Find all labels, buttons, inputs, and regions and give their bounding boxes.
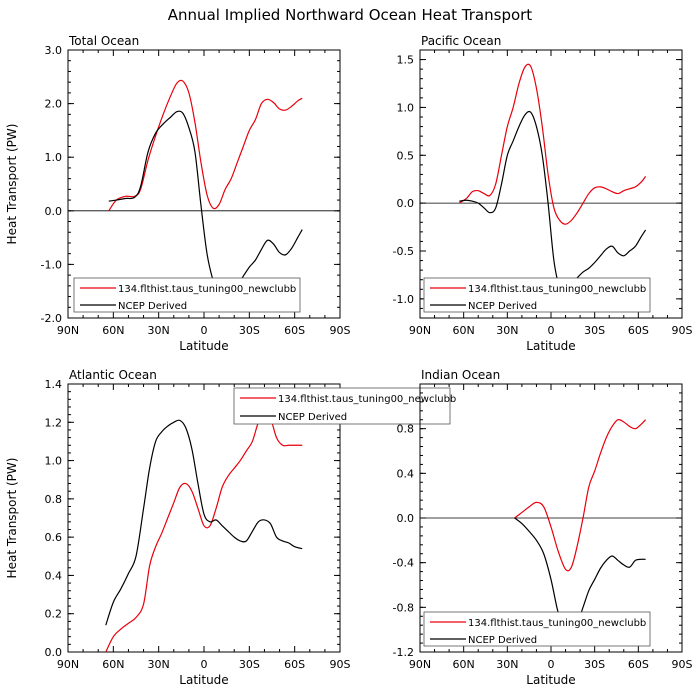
x-tick-label: 30N [496, 658, 518, 671]
x-tick-label: 60S [284, 324, 305, 337]
y-tick-label: 1.0 [45, 455, 63, 468]
chart-panel-4: Indian Ocean 90N 60N 30N 0 30S 60S 90S -1.2 -0.8 -… [393, 368, 693, 687]
legend-label: 134.flthist.taus_tuning00_newclubb [278, 394, 456, 405]
x-tick-label: 60N [102, 324, 124, 337]
x-tick-label: 30N [148, 324, 170, 337]
legend: 134.flthist.taus_tuning00_newclubb NCEP D… [423, 611, 651, 647]
panel-title: Atlantic Ocean [69, 368, 157, 382]
x-tick-label: 30N [148, 658, 170, 671]
x-tick-label: 60N [102, 658, 124, 671]
series-line-ncep [459, 110, 647, 293]
x-tick-label: 0 [201, 324, 208, 337]
y-tick-label: -1.0 [41, 258, 62, 271]
y-tick-label: 3.0 [45, 44, 63, 57]
x-tick-label: 90S [330, 658, 351, 671]
y-tick-label: 0.0 [45, 646, 63, 659]
legend-label: NCEP Derived [118, 301, 187, 312]
panel-title: Pacific Ocean [421, 34, 501, 48]
series-line-model [105, 412, 303, 653]
panel-title: Indian Ocean [421, 368, 500, 382]
y-tick-label: -2.0 [41, 312, 62, 325]
x-tick-label: 30N [496, 324, 518, 337]
x-tick-label: 60S [628, 324, 649, 337]
series-line-ncep [105, 419, 303, 626]
y-tick-label: -1.0 [393, 293, 414, 306]
x-tick-label: 60N [453, 324, 475, 337]
x-tick-label: 30S [239, 324, 260, 337]
legend: 134.flthist.taus_tuning00_newclubb NCEP D… [233, 387, 456, 425]
series-line-ncep [514, 517, 646, 634]
y-axis-label: Heat Transport (PW) [5, 458, 19, 579]
series-line-model [458, 63, 647, 225]
y-tick-label: 0.0 [397, 512, 415, 525]
legend-label: 134.flthist.taus_tuning00_newclubb [468, 618, 646, 629]
y-tick-label: 0.5 [397, 149, 415, 162]
series-line-ncep [108, 110, 303, 301]
y-tick-label: -0.8 [393, 601, 414, 614]
x-tick-label: 0 [201, 658, 208, 671]
legend-label: 134.flthist.taus_tuning00_newclubb [468, 284, 646, 295]
y-tick-label: 0.4 [45, 569, 63, 582]
legend-label: NCEP Derived [468, 301, 537, 312]
legend: 134.flthist.taus_tuning00_newclubb NCEP D… [73, 277, 301, 313]
legend-label: NCEP Derived [468, 635, 537, 646]
y-axis-label: Heat Transport (PW) [5, 124, 19, 245]
chart-panel-3: Atlantic Ocean 90N 60N 30N 0 30S 60S 90S 0.0 0.2 0… [5, 368, 456, 687]
figure-title: Annual Implied Northward Ocean Heat Tran… [168, 6, 533, 24]
x-tick-label: 60S [284, 658, 305, 671]
y-tick-label: 2.0 [45, 98, 63, 111]
x-axis-label: Latitude [526, 673, 575, 687]
x-tick-label: 90S [672, 658, 693, 671]
x-tick-label: 90N [409, 324, 431, 337]
x-axis-label: Latitude [526, 339, 575, 353]
x-tick-label: 0 [548, 658, 555, 671]
legend-box [423, 611, 651, 647]
y-tick-label: -0.4 [393, 557, 414, 570]
y-tick-label: 0.0 [45, 205, 63, 218]
y-tick-label: 1.4 [45, 378, 63, 391]
y-tick-label: 1.0 [397, 101, 415, 114]
y-tick-label: 1.5 [397, 54, 415, 67]
x-tick-label: 0 [548, 324, 555, 337]
x-axis-label: Latitude [179, 673, 228, 687]
x-tick-label: 30S [584, 324, 605, 337]
y-tick-label: 0.0 [397, 197, 415, 210]
legend: 134.flthist.taus_tuning00_newclubb NCEP D… [423, 277, 651, 313]
y-tick-label: 0.8 [45, 493, 63, 506]
y-tick-label: 1.0 [45, 151, 63, 164]
chart-panel-2: Pacific Ocean 90N 60N 30N 0 30S 60S 90S -1.0 -0.5… [393, 34, 693, 353]
x-tick-label: 90N [57, 324, 79, 337]
x-tick-label: 90N [409, 658, 431, 671]
x-tick-label: 90N [57, 658, 79, 671]
y-tick-label: 1.2 [45, 416, 63, 429]
x-tick-label: 30S [584, 658, 605, 671]
series-line-model [108, 79, 303, 212]
x-tick-label: 60S [628, 658, 649, 671]
x-tick-label: 90S [330, 324, 351, 337]
legend-label: NCEP Derived [278, 412, 347, 423]
y-tick-label: -1.2 [393, 646, 414, 659]
x-tick-label: 90S [672, 324, 693, 337]
legend-label: 134.flthist.taus_tuning00_newclubb [118, 284, 296, 295]
x-tick-label: 60N [453, 658, 475, 671]
series-line-model [514, 418, 647, 572]
y-tick-label: 0.8 [397, 423, 415, 436]
legend-box [233, 387, 451, 425]
legend-box [423, 277, 651, 313]
y-tick-label: 0.6 [45, 531, 63, 544]
y-tick-label: 0.2 [45, 608, 63, 621]
panel-title: Total Ocean [68, 34, 139, 48]
chart-panel-1: Total Ocean 90N 60N 30N 0 30S 60S 90S -2.0 -1.0 0.… [5, 34, 351, 353]
legend-box [73, 277, 301, 313]
y-tick-label: 0.4 [397, 467, 415, 480]
y-tick-label: -0.5 [393, 245, 414, 258]
x-tick-label: 30S [239, 658, 260, 671]
x-axis-label: Latitude [179, 339, 228, 353]
